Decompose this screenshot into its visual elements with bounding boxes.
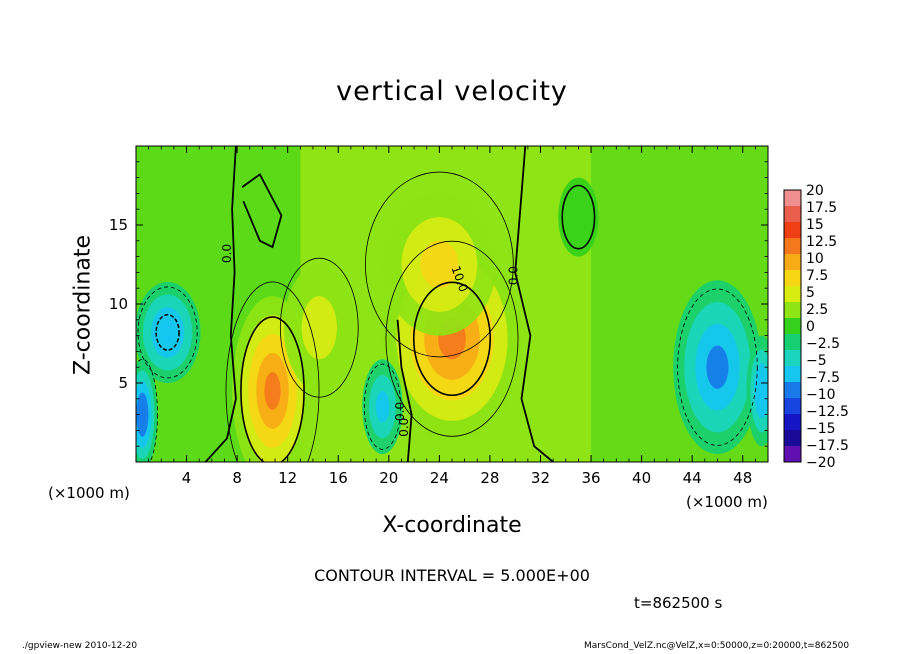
colorbar-cell [784,238,801,255]
contour-label: 0.0 [397,418,411,437]
x-unit-label-right: (×1000 m) [686,493,768,511]
zero-contour-line [204,146,237,462]
x-tick-label: 44 [683,469,702,487]
colorbar-label: 17.5 [806,200,837,216]
x-tick-label: 32 [531,469,550,487]
colorbar-cell [784,414,801,431]
x-axis-label: X-coordinate [382,513,522,538]
contour-line [561,184,596,250]
contour-line [279,257,359,398]
contour-line [412,281,492,397]
colorbar-label: −12.5 [806,404,849,420]
contour-lines [136,146,758,462]
x-tick-label: 20 [379,469,398,487]
colorbar-cell [784,318,801,335]
colorbar-cell [784,334,801,351]
zero-contour-line [241,173,283,249]
contour-line [225,281,320,462]
colorbar-cell [784,286,801,303]
colorbar-label: 10 [806,251,824,267]
colorbar-label: 12.5 [806,234,837,250]
footer-source: MarsCond_VelZ.nc@VelZ,x=0:50000,z=0:2000… [584,641,850,651]
colorbar-cell [784,350,801,367]
contour-line [136,358,158,462]
x-tick-label: 12 [278,469,297,487]
x-axis-ticks: 4 8 12 16 20 24 28 32 36 40 44 48 [148,146,756,487]
velocity-feature [558,177,599,257]
colorbar-label: 5 [806,285,815,301]
y-axis-label: Z-coordinate [70,235,96,375]
colorbar-label: 2.5 [806,302,828,318]
footer-command: ./gpview-new 2010-12-20 [22,641,138,651]
velocity-feature [375,390,390,423]
chart-title: vertical velocity [336,76,568,107]
x-tick-label: 40 [632,469,651,487]
x-tick-label: 48 [733,469,752,487]
contour-interval-text: CONTOUR INTERVAL = 5.000E+00 [314,566,590,585]
colorbar-label: 0 [806,319,815,335]
y-tick-label: 15 [109,216,128,234]
contour-label: 0.0 [393,402,407,421]
contour-line [385,240,519,437]
colorbar-cell [784,222,801,239]
velocity-feature [264,371,281,410]
colorbar-label: 20 [806,183,824,199]
velocity-feature [301,296,337,360]
colorbar-label: −15 [806,421,836,437]
time-label: t=862500 s [634,594,723,612]
x-unit-label-left: (×1000 m) [48,484,130,502]
colorbar-label: −2.5 [806,336,840,352]
colorbar-cell [784,270,801,287]
colorbar-label: −20 [806,455,836,471]
colorbar-label: 7.5 [806,268,828,284]
x-tick-label: 28 [480,469,499,487]
colorbar-cell [784,446,801,463]
x-tick-label: 24 [430,469,449,487]
contour-line [365,171,514,358]
colorbar-border [783,189,802,463]
colorbar-label: 15 [806,217,824,233]
x-tick-label: 36 [581,469,600,487]
y-axis-ticks: 5 10 15 [109,161,768,447]
velocity-feature [159,319,176,346]
contour-line [677,288,758,446]
x-tick-label: 4 [182,469,192,487]
velocity-feature [139,403,146,426]
velocity-feature [420,240,459,289]
velocity-feature [757,377,766,405]
colorbar-label: −5 [806,353,827,369]
contour-label: 0.0 [507,266,521,285]
contour-line [155,313,180,351]
colorbar-cell [784,190,801,207]
x-tick-label: 16 [329,469,348,487]
velocity-feature [706,345,729,389]
y-tick-label: 10 [109,295,128,313]
colorbar-cell [784,254,801,271]
zero-contour-line [396,319,413,462]
colorbar-label: −7.5 [806,370,840,386]
x-tick-label: 8 [232,469,242,487]
contour-line [137,286,198,379]
colorbar-label: −17.5 [806,438,849,454]
contour-line [363,363,402,450]
zero-contour-line [514,146,554,462]
colorbar-cell [784,398,801,415]
contour-label: 0.0 [220,244,234,263]
colorbar-cell [784,206,801,223]
colorbar-cell [784,302,801,319]
colorbar: 2017.51512.5107.552.50−2.5−5−7.5−10−12.5… [783,183,849,471]
colorbar-label: −10 [806,387,836,403]
colorbar-cell [784,430,801,447]
contour-line [240,316,305,462]
colorbar-cell [784,366,801,383]
y-tick-label: 5 [118,374,128,392]
colorbar-cell [784,382,801,399]
